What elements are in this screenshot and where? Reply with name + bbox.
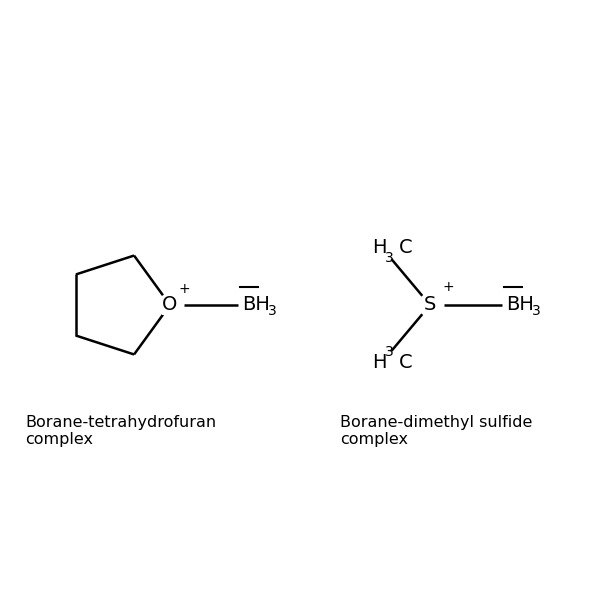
Text: Borane-tetrahydrofuran
complex: Borane-tetrahydrofuran complex — [25, 415, 216, 448]
Text: 3: 3 — [268, 304, 277, 318]
Text: 3: 3 — [532, 304, 541, 318]
Text: C: C — [398, 238, 412, 257]
Text: Borane-dimethyl sulfide
complex: Borane-dimethyl sulfide complex — [340, 415, 532, 448]
Text: S: S — [424, 295, 436, 314]
Text: O: O — [163, 295, 178, 314]
Text: +: + — [178, 282, 190, 296]
Text: H: H — [372, 353, 386, 372]
Text: +: + — [442, 280, 454, 294]
Text: BH: BH — [506, 295, 534, 314]
Text: C: C — [398, 353, 412, 372]
Text: BH: BH — [242, 295, 270, 314]
Text: 3: 3 — [385, 345, 394, 359]
Text: 3: 3 — [385, 251, 394, 265]
Text: H: H — [372, 238, 386, 257]
